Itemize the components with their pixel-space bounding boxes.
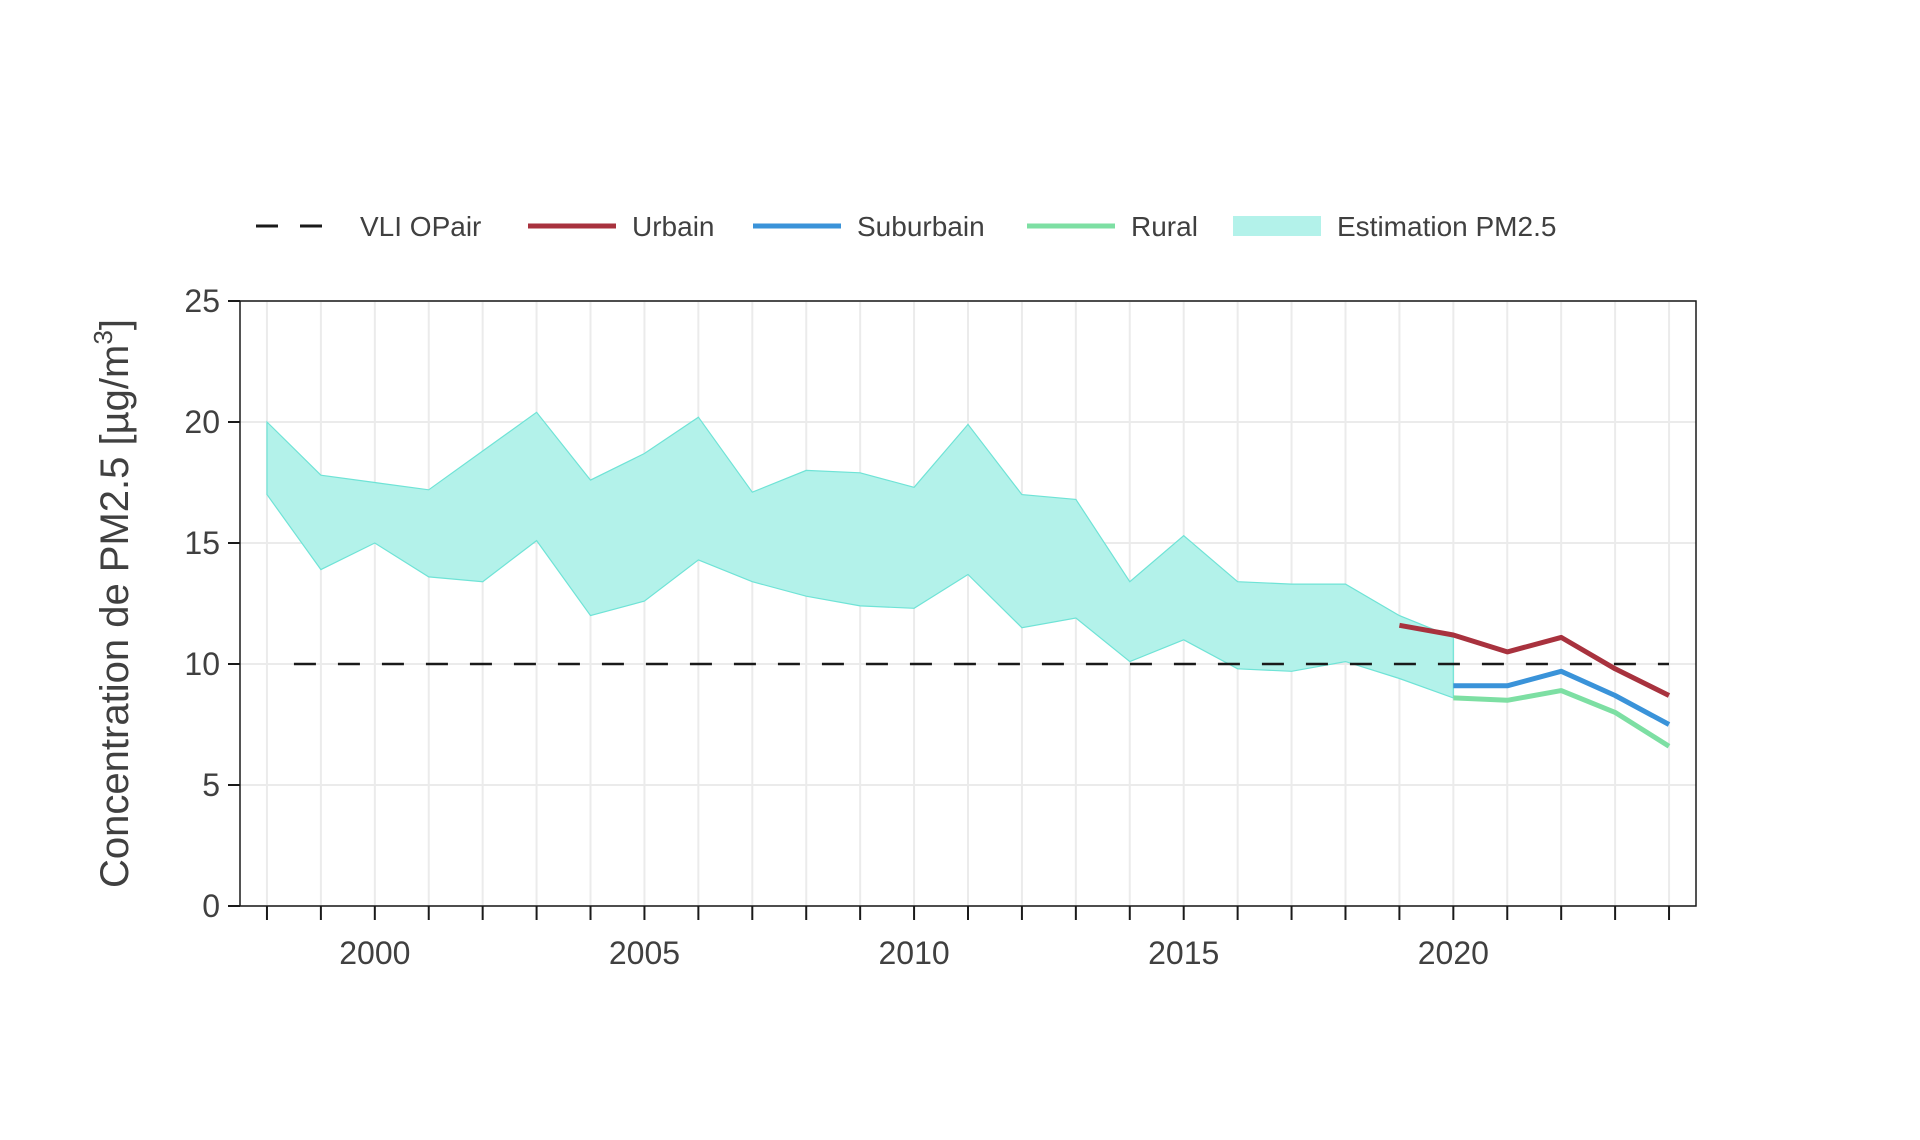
series-line-urbain [1398,622,1671,698]
x-tick-label: 2005 [609,935,680,971]
legend-swatch-band [1233,216,1321,236]
x-tick-label: 2000 [339,935,410,971]
legend-item-estimation-pm2-5: Estimation PM2.5 [1233,211,1556,242]
legend-item-urbain: Urbain [528,211,714,242]
series-line-rural [1453,688,1671,749]
legend-label: Suburbain [857,211,985,242]
y-tick-label: 5 [202,767,220,803]
x-tick-label: 2010 [878,935,949,971]
y-axis-title-superscript: 3 [88,330,118,344]
x-tick-label: 2020 [1418,935,1489,971]
y-tick-label: 0 [202,888,220,924]
legend: VLI OPair Urbain Suburbain Rural Estimation … [256,211,1556,242]
y-axis-title: Concentration de PM2.5 [µg/m3] [88,319,137,888]
axes: 2000 2005 2010 2015 2020 0 5 10 15 20 25 [184,283,1671,971]
legend-item-rural: Rural [1027,211,1198,242]
y-tick-label: 10 [184,646,220,682]
series-line-suburbain [1453,668,1671,727]
y-tick-label: 15 [184,525,220,561]
legend-label: Urbain [632,211,714,242]
x-tick-label: 2015 [1148,935,1219,971]
legend-item-vli-opair: VLI OPair [256,211,481,242]
y-axis-title-main: Concentration de PM2.5 [µg/m [93,345,137,888]
y-tick-label: 20 [184,404,220,440]
series-layer [1398,622,1671,749]
legend-label: Estimation PM2.5 [1337,211,1556,242]
legend-label: Rural [1131,211,1198,242]
legend-item-suburbain: Suburbain [753,211,985,242]
legend-label: VLI OPair [360,211,481,242]
grid [240,300,1696,907]
y-tick-label: 25 [184,283,220,319]
y-axis-title-suffix: ] [93,319,137,330]
